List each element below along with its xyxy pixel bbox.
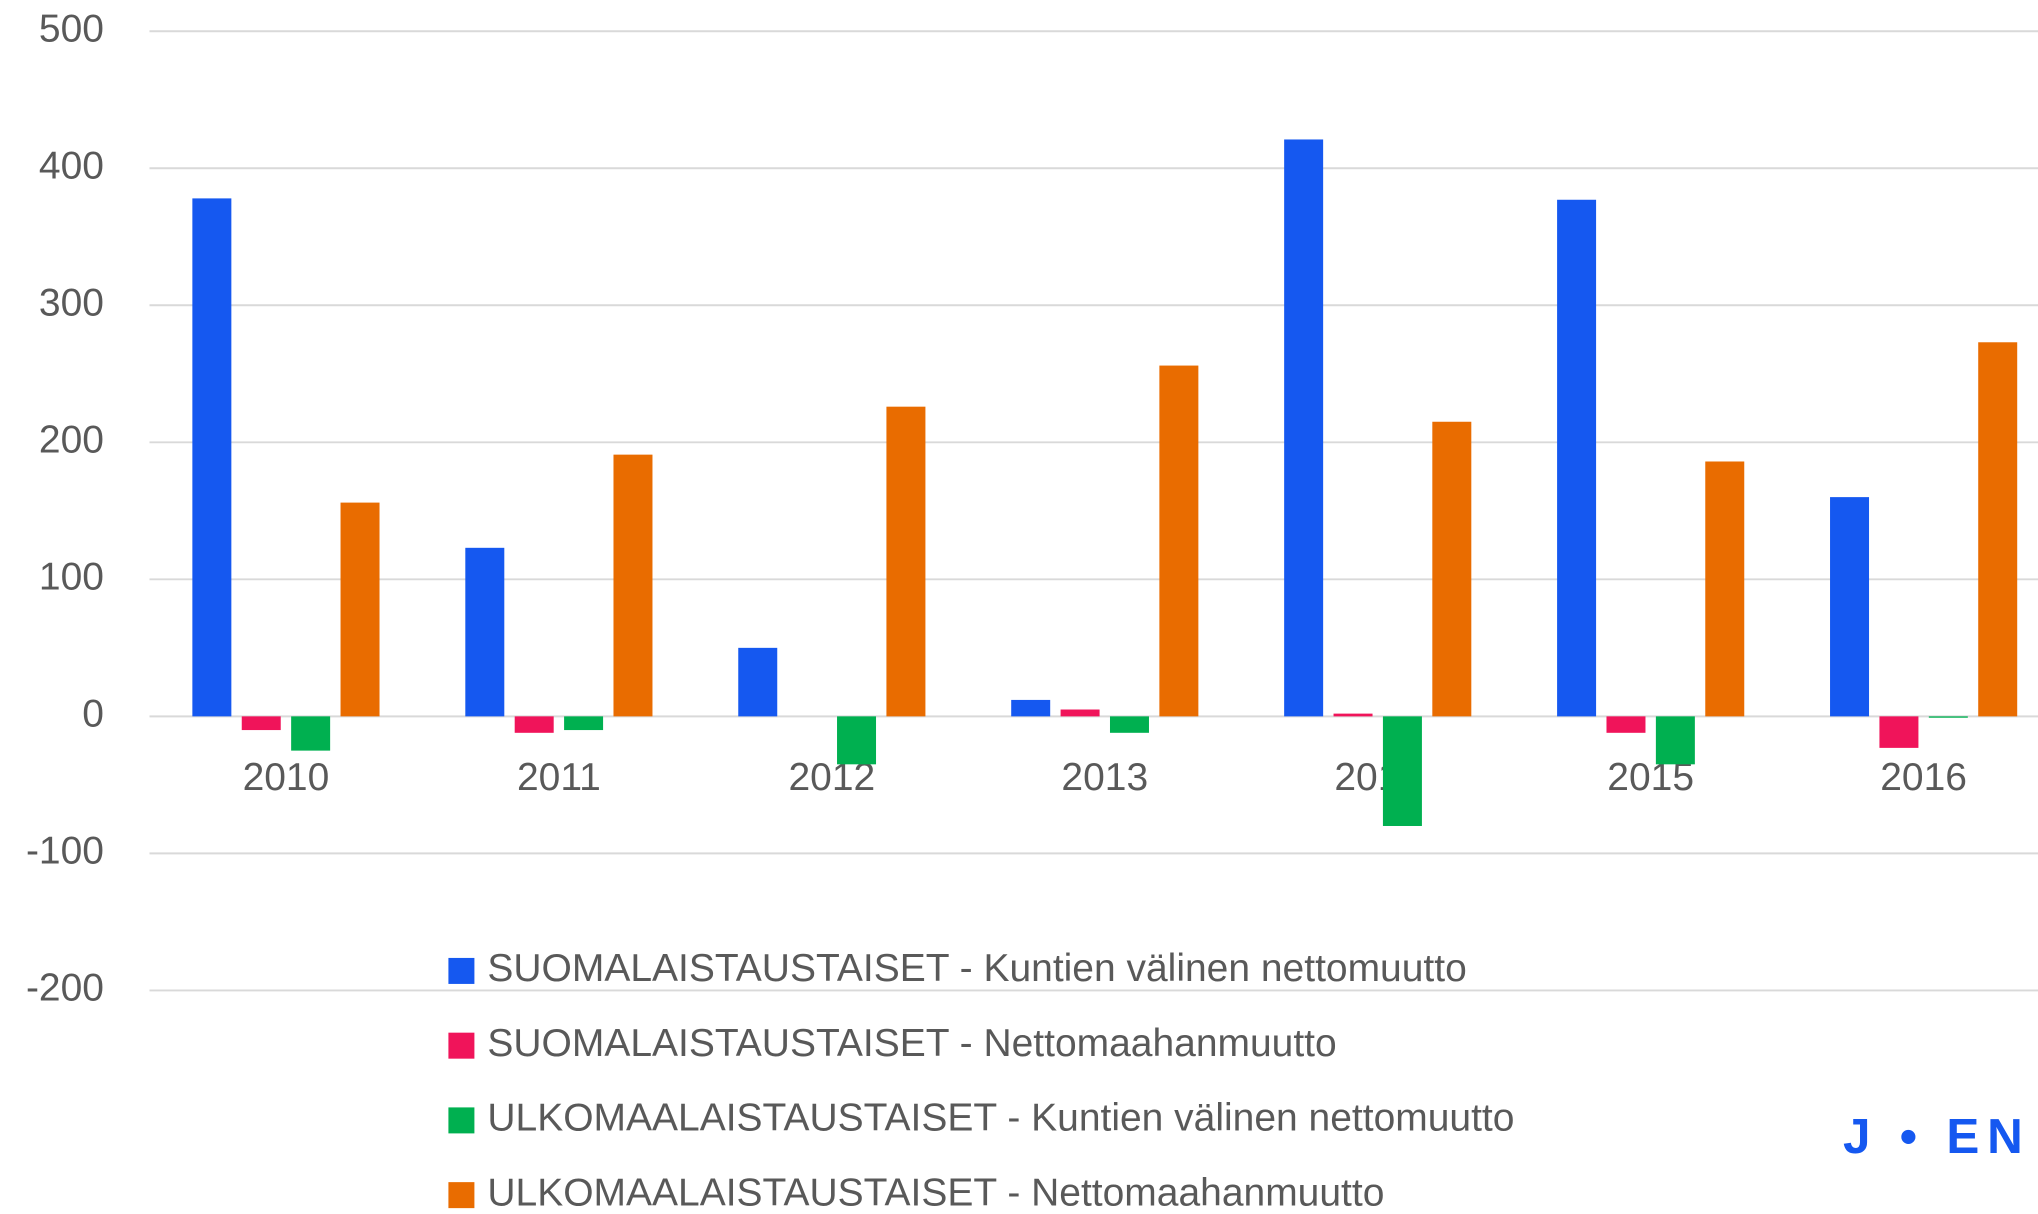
bar [1333,713,1373,717]
bar [738,647,778,717]
legend-label: ULKOMAALAISTAUSTAISET - Kuntien välinen … [487,1097,1514,1140]
bar [340,502,380,717]
bar [1159,365,1199,717]
legend-swatch [448,1107,475,1134]
bar [241,716,281,731]
bar [613,454,653,717]
legend-swatch [448,957,475,984]
bar [1284,139,1324,717]
y-tick-label: 200 [39,419,104,462]
legend-swatch [448,1182,475,1209]
bar [1109,716,1149,733]
y-tick-label: 500 [39,8,104,51]
logo: J • EN [1843,1109,2031,1164]
bar [514,716,554,733]
bar [1011,699,1051,717]
bar [1060,709,1100,717]
legend-label: ULKOMAALAISTAUSTAISET - Nettomaahanmuutt… [487,1171,1384,1214]
bar [886,406,926,717]
bar [1879,716,1919,748]
x-tick-label: 2010 [243,756,330,799]
y-tick-label: -100 [26,830,104,873]
bar [1705,461,1745,717]
bar [837,716,877,765]
y-tick-label: 300 [39,282,104,325]
bar [1606,716,1646,733]
bar [564,716,604,731]
y-tick-label: 0 [82,693,104,736]
x-tick-label: 2016 [1880,756,1967,799]
bar [1655,716,1695,765]
legend-label: SUOMALAISTAUSTAISET - Kuntien välinen ne… [487,947,1466,990]
bar [1978,342,2018,717]
x-tick-label: 2011 [517,756,601,799]
bar [465,547,505,717]
bar [1830,497,1870,717]
x-tick-label: 2013 [1061,756,1148,799]
bar [1928,716,1968,718]
legend-label: SUOMALAISTAUSTAISET - Nettomaahanmuutto [487,1022,1336,1065]
bar [1382,716,1422,826]
legend-swatch [448,1032,475,1059]
y-tick-label: 400 [39,145,104,188]
bar [291,716,331,751]
bar [1557,199,1597,717]
bar [192,198,232,717]
y-tick-label: -200 [26,967,104,1010]
y-tick-label: 100 [39,556,104,599]
bar [1432,421,1472,717]
